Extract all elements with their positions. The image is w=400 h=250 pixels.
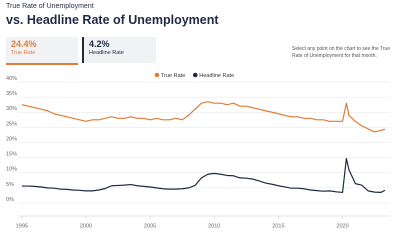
legend-marker: [154, 72, 160, 78]
stat-label: Headline Rate: [89, 50, 124, 56]
y-tick-label: 0%: [6, 197, 14, 203]
stat-label: True Rate: [11, 50, 36, 56]
legend-marker: [192, 72, 198, 78]
x-tick-label: 2020: [336, 223, 348, 229]
legend-label: Headline Rate: [199, 73, 234, 79]
legend-label: True Rate: [161, 73, 185, 79]
x-tick-label: 2005: [144, 223, 156, 229]
y-tick-label: 35%: [6, 91, 17, 97]
y-tick-label: 25%: [6, 121, 17, 127]
y-tick-label: 5%: [6, 182, 14, 188]
stat-box: 4.2% Headline Rate: [82, 37, 156, 63]
note: Select any point on the chart to see the…: [292, 46, 391, 59]
x-tick-label: 1995: [16, 223, 28, 229]
stat-value: 24.4%: [11, 39, 37, 49]
y-tick-label: 30%: [6, 106, 17, 112]
x-tick-label: 2015: [272, 223, 284, 229]
stat-value: 4.2%: [89, 39, 110, 49]
series-line: [21, 101, 386, 133]
x-tick-label: 2000: [80, 223, 92, 229]
y-tick-label: 40%: [6, 76, 17, 82]
kicker: True Rate of Unemployment: [6, 3, 94, 10]
x-tick-label: 2010: [208, 223, 220, 229]
y-tick-label: 10%: [6, 167, 17, 173]
series-line: [21, 157, 386, 194]
y-tick-label: 20%: [6, 136, 17, 142]
y-tick-label: 15%: [6, 152, 17, 158]
stat-box: 24.4% True Rate: [6, 37, 78, 65]
title: vs. Headline Rate of Unemployment: [6, 13, 219, 27]
